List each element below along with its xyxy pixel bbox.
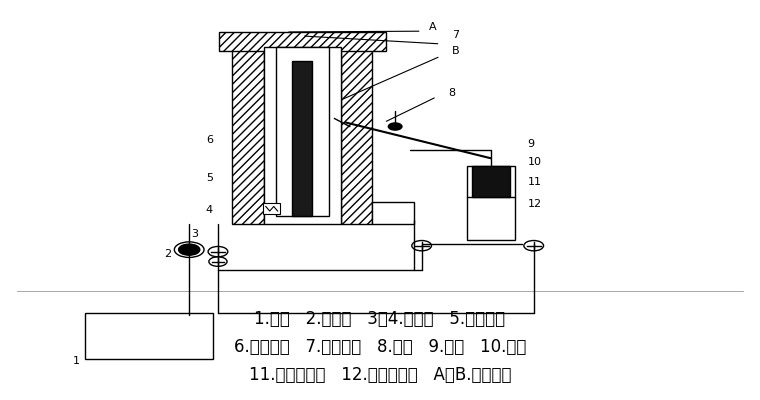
Bar (472, 166, 510, 197)
Text: 4: 4 (206, 205, 213, 215)
Bar (467, 166, 515, 240)
Text: 8: 8 (448, 88, 455, 98)
Text: 5: 5 (206, 173, 213, 183)
Bar (84, 313, 214, 359)
Circle shape (179, 244, 200, 255)
Bar (276, 47, 329, 216)
Text: 1: 1 (73, 356, 81, 366)
Text: B: B (452, 46, 460, 56)
Bar (220, 32, 386, 51)
Bar (233, 47, 264, 224)
Text: 6: 6 (206, 136, 213, 146)
Bar (264, 47, 340, 224)
Text: 11: 11 (527, 177, 542, 187)
Text: A: A (429, 22, 437, 32)
Bar (263, 203, 280, 214)
Bar (87, 314, 211, 358)
Bar (372, 202, 414, 224)
Text: 3: 3 (191, 229, 198, 239)
Text: 10: 10 (527, 157, 542, 167)
Text: 11.壓油單向閥   12.吸油單向閥   A、B.工作油腔: 11.壓油單向閥 12.吸油單向閥 A、B.工作油腔 (249, 366, 511, 384)
Text: 7: 7 (452, 30, 459, 40)
Text: 2: 2 (164, 249, 171, 259)
Bar (292, 60, 312, 216)
Text: 9: 9 (527, 139, 535, 149)
Text: 1.油箱   2.截止閥   3、4.單向閥   5.大缸缸筒: 1.油箱 2.截止閥 3、4.單向閥 5.大缸缸筒 (255, 310, 505, 328)
Text: 12: 12 (527, 199, 542, 209)
Bar (340, 47, 372, 224)
Circle shape (388, 123, 402, 130)
Text: 6.大缸柱塞   7.小缸柱塞   8.壓杆   9.活塞   10.泵缸: 6.大缸柱塞 7.小缸柱塞 8.壓杆 9.活塞 10.泵缸 (234, 338, 526, 356)
